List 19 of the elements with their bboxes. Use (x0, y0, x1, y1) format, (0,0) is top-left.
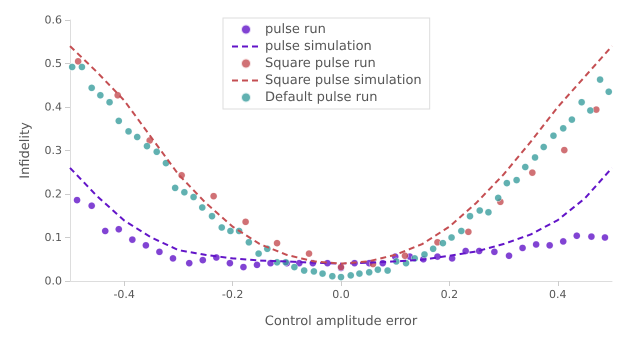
y-tick-label: 0.4 (44, 100, 62, 114)
y-tick-label: 0.6 (44, 14, 62, 26)
y-tick-label: 0.1 (44, 231, 62, 244)
legend-label: Square pulse simulation (265, 73, 422, 88)
y-axis-title: Infidelity (18, 122, 33, 179)
y-tick-label: 0.2 (44, 188, 62, 200)
x-tick-label: -0.2 (222, 288, 244, 301)
y-tick-label: 0.0 (44, 274, 62, 288)
y-tick-label: 0.5 (44, 57, 62, 70)
x-tick-label: 0.2 (440, 288, 458, 301)
legend-label: pulse run (265, 22, 326, 37)
x-tick-label: 0.0 (332, 288, 350, 301)
x-axis-title: Control amplitude error (264, 314, 418, 329)
legend-label: Default pulse run (265, 90, 378, 105)
legend-label: pulse simulation (265, 39, 372, 54)
x-tick-label: -0.4 (113, 288, 135, 301)
y-tick-label: 0.3 (44, 144, 62, 157)
x-tick-label: 0.4 (549, 288, 567, 301)
legend-label: Square pulse run (265, 56, 376, 71)
